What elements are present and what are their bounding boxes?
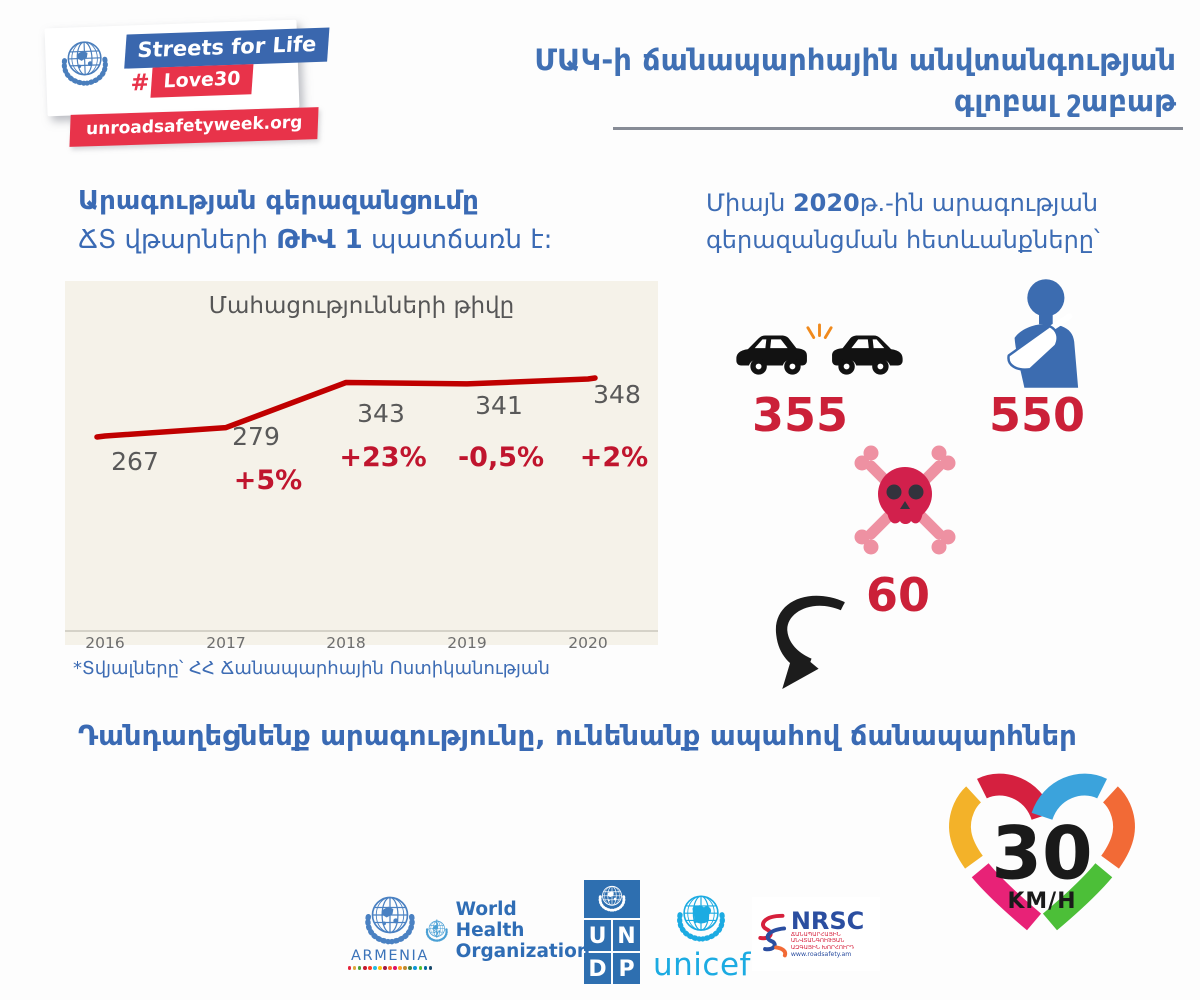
x-tick-2019: 2019 — [447, 634, 487, 652]
change-label-2020: +2% — [579, 442, 649, 473]
left-heading-line1: Արագության գերազանցումը — [78, 186, 479, 216]
right-intro-line1: Միայն 2020թ.-ին արագության — [706, 189, 1099, 217]
undp-logo: U N D P — [584, 880, 640, 986]
page-title-line2: գլոբալ շաբաթ — [954, 84, 1176, 118]
value-label-2020: 348 — [593, 380, 641, 409]
love30-heart-badge: 30 KM/H — [938, 755, 1146, 967]
nrsc-swoosh-icon — [758, 913, 788, 958]
streets-for-life-banner: Streets for Life — [124, 27, 330, 69]
hashtag-symbol: # — [130, 69, 151, 97]
hand-drawn-down-arrow-icon — [775, 595, 845, 689]
x-tick-2020: 2020 — [568, 634, 608, 652]
injured-count: 550 — [988, 388, 1086, 442]
value-label-2016: 267 — [111, 447, 159, 476]
fatalities-line-chart — [94, 375, 598, 440]
nrsc-text-block: NRSC ՃԱՆԱՊԱՐՀԱՅԻՆ ԱՆՎՏԱՆԳՈՒԹՅԱՆ ԱԶԳԱՅԻՆ … — [790, 909, 878, 959]
unicef-label: unicef — [653, 947, 751, 983]
fatalities-line — [94, 375, 598, 440]
x-tick-2016: 2016 — [85, 634, 125, 652]
page-title: ՄԱԿ-ի ճանապարհային անվտանգության գլոբալ … — [520, 40, 1176, 122]
sdg-color-dots — [347, 966, 433, 970]
x-tick-2018: 2018 — [326, 634, 366, 652]
chart-title: Մահացությունների թիվը — [208, 293, 515, 319]
undp-emblem-icon: U N D P — [584, 880, 640, 984]
fatalities-chart: Մահացությունների թիվը 267 279 +5% 343 +2… — [65, 281, 658, 652]
car-crash-icon — [736, 323, 903, 375]
right-intro-line2: գերազանցման հետևանքները՝ — [706, 226, 1100, 254]
svg-text:D: D — [588, 957, 606, 982]
un-armenia-logo: ARMENIA — [347, 890, 433, 970]
injured-person-icon — [1007, 279, 1079, 388]
nrsc-logo: NRSC ՃԱՆԱՊԱՐՀԱՅԻՆ ԱՆՎՏԱՆԳՈՒԹՅԱՆ ԱԶԳԱՅԻՆ … — [752, 897, 880, 971]
x-tick-2017: 2017 — [206, 634, 246, 652]
call-to-action-headline: Դանդաղեցնենք արագությունը, ունենանք ապահ… — [78, 720, 1077, 752]
value-label-2018: 343 — [357, 399, 405, 428]
right-section-heading: Միայն 2020թ.-ին արագության գերազանցման հ… — [706, 185, 1100, 259]
left-section-heading: Արագության գերազանցումը ՃՏ վթարների ԹԻՎ … — [78, 182, 552, 260]
who-label: World Health Organization — [455, 899, 590, 962]
value-label-2017: 279 — [232, 422, 280, 451]
unicef-logo: unicef — [653, 889, 751, 983]
deaths-count: 60 — [865, 568, 930, 622]
who-logo: World Health Organization — [422, 899, 590, 962]
change-label-2017: +5% — [233, 465, 303, 496]
website-banner[interactable]: unroadsafetyweek.org — [69, 107, 319, 147]
un-armenia-label: ARMENIA — [351, 948, 429, 964]
crashes-count: 355 — [751, 388, 849, 442]
title-divider — [613, 127, 1183, 130]
un-emblem-icon — [53, 33, 117, 93]
unicef-emblem-icon — [659, 889, 743, 947]
svg-text:P: P — [618, 957, 634, 982]
value-label-2019: 341 — [475, 391, 523, 420]
svg-text:N: N — [617, 924, 635, 949]
who-emblem-icon — [422, 919, 452, 961]
streets-for-life-badge: Streets for Life # Love30 — [44, 19, 330, 117]
x-axis-line — [65, 630, 658, 632]
skull-crossbones-icon — [854, 445, 956, 555]
change-label-2018: +23% — [339, 442, 427, 473]
left-heading-line2: ՃՏ վթարների ԹԻՎ 1 պատճառն է: — [78, 225, 553, 255]
change-label-2019: -0,5% — [457, 442, 545, 473]
un-armenia-emblem-icon — [352, 890, 428, 950]
speed-unit: KM/H — [1007, 889, 1076, 914]
heart-30kmh-icon: 30 KM/H — [949, 773, 1135, 943]
page-title-line1: ՄԱԿ-ի ճանապարհային անվտանգության — [534, 43, 1176, 77]
svg-text:U: U — [589, 924, 607, 949]
nrsc-url[interactable]: www.roadsafety.am — [790, 951, 852, 959]
speed-value: 30 — [991, 812, 1092, 897]
data-source-footnote: *Տվյալները՝ ՀՀ Ճանապարհային Ոստիկանությա… — [73, 658, 550, 679]
love30-banner: Love30 — [150, 64, 254, 98]
